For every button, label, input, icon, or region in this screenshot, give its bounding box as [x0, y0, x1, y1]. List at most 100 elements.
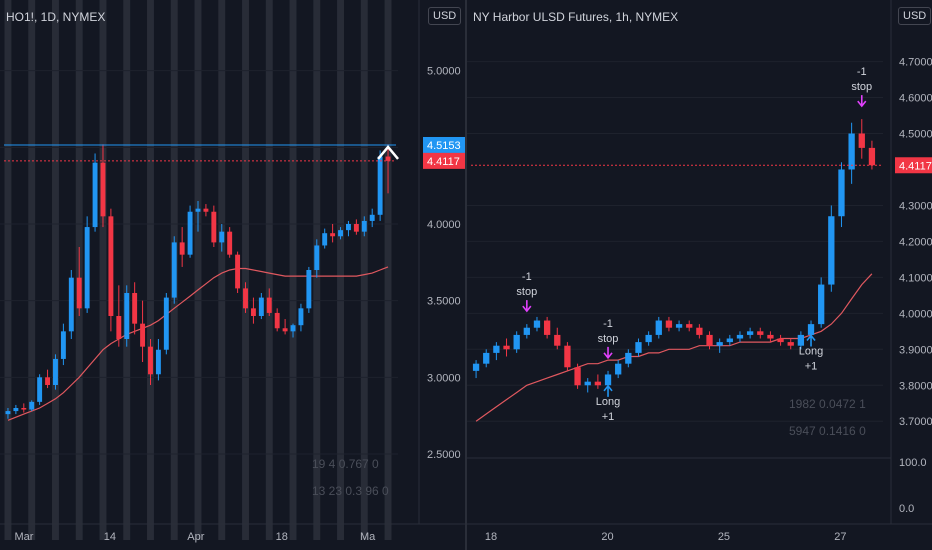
candle-body[interactable] [818, 284, 825, 325]
candle-body[interactable] [757, 331, 764, 335]
candle-body[interactable] [306, 270, 312, 309]
session-band [242, 0, 249, 540]
candle-body[interactable] [625, 352, 632, 364]
candle-body[interactable] [258, 297, 264, 316]
candle-body[interactable] [645, 334, 652, 343]
candle-body[interactable] [503, 345, 510, 350]
candle-body[interactable] [665, 320, 673, 328]
candle-body[interactable] [219, 231, 225, 243]
candle-body[interactable] [604, 374, 612, 386]
candle-body[interactable] [848, 133, 855, 170]
candle-body[interactable] [195, 208, 201, 212]
candle-body[interactable] [92, 162, 98, 228]
candle-body[interactable] [243, 288, 248, 309]
candle-body[interactable] [696, 327, 703, 335]
candle-body[interactable] [716, 342, 723, 346]
price-label-box [423, 152, 465, 169]
candle-body[interactable] [266, 297, 272, 313]
candle-body[interactable] [179, 242, 185, 255]
candle-body[interactable] [68, 277, 74, 332]
candle-body[interactable] [635, 342, 642, 353]
candle-body[interactable] [5, 411, 11, 415]
candle-body[interactable] [615, 363, 622, 375]
candle-body[interactable] [777, 338, 784, 343]
candle-body[interactable] [838, 169, 845, 217]
left-chart-pane[interactable]: 5.00004.50004.00003.50003.00002.50004.51… [0, 0, 465, 550]
candle-body[interactable] [84, 227, 90, 309]
candle-body[interactable] [369, 214, 375, 221]
candle-body[interactable] [377, 156, 383, 215]
candle-body[interactable] [53, 358, 58, 385]
candle-body[interactable] [361, 220, 367, 232]
candle-body[interactable] [513, 334, 520, 350]
candle-body[interactable] [21, 408, 27, 410]
candle-body[interactable] [282, 328, 288, 332]
candle-body[interactable] [187, 211, 193, 255]
candle-body[interactable] [675, 324, 683, 328]
left-chart-canvas[interactable]: 5.00004.50004.00003.50003.00002.50004.51… [0, 0, 465, 550]
candle-body[interactable] [554, 334, 561, 346]
candle-body[interactable] [290, 325, 296, 332]
candle-body[interactable] [60, 331, 66, 359]
long-entry-label: +1 [602, 411, 615, 423]
candle-body[interactable] [385, 156, 391, 161]
candle-body[interactable] [767, 334, 774, 339]
candle-body[interactable] [148, 346, 153, 375]
candle-body[interactable] [227, 231, 233, 255]
candle-body[interactable] [13, 408, 19, 412]
candle-body[interactable] [493, 345, 500, 353]
candle-body[interactable] [584, 381, 591, 386]
candle-body[interactable] [124, 293, 130, 339]
right-currency-button[interactable]: USD [898, 7, 932, 25]
right-chart-pane[interactable]: 4.7000 4.6000 4.5000 4.3000 4.2000 4.1000 4.00… [467, 0, 932, 550]
candle-body[interactable] [594, 381, 602, 386]
candle-body[interactable] [807, 324, 815, 335]
candle-body[interactable] [100, 162, 106, 217]
candle-body[interactable] [736, 334, 744, 339]
candle-body[interactable] [746, 331, 754, 335]
stop-label: stop [851, 81, 872, 93]
candle-body[interactable] [353, 224, 359, 232]
candle-body[interactable] [797, 334, 805, 346]
candle-body[interactable] [330, 233, 336, 237]
candle-body[interactable] [655, 320, 662, 335]
candle-body[interactable] [250, 308, 256, 316]
candle-body[interactable] [274, 312, 280, 329]
candle-body[interactable] [483, 352, 490, 364]
candle-body[interactable] [523, 327, 530, 335]
candle-body[interactable] [543, 320, 551, 335]
left-currency-button[interactable]: USD [428, 7, 462, 25]
candle-body[interactable] [108, 216, 114, 316]
candle-body[interactable] [211, 211, 217, 243]
candle-body[interactable] [298, 308, 304, 326]
candle-body[interactable] [155, 349, 161, 375]
candle-body[interactable] [787, 342, 794, 346]
candle-body[interactable] [140, 323, 146, 347]
candle-body[interactable] [564, 345, 571, 368]
candle-body[interactable] [338, 230, 343, 237]
right-chart-canvas[interactable]: 4.7000 4.6000 4.5000 4.3000 4.2000 4.1000 4.00… [467, 0, 932, 550]
candle-body[interactable] [171, 242, 177, 298]
candle-body[interactable] [314, 245, 320, 270]
candle-body[interactable] [45, 377, 51, 385]
candle-body[interactable] [163, 297, 169, 350]
pane-divider[interactable] [465, 0, 467, 550]
candle-body[interactable] [828, 216, 835, 285]
candle-body[interactable] [29, 401, 35, 410]
candle-body[interactable] [868, 147, 876, 166]
candle-body[interactable] [726, 338, 733, 343]
candle-body[interactable] [322, 233, 328, 246]
candle-body[interactable] [686, 324, 693, 328]
candle-body[interactable] [116, 316, 122, 339]
candle-body[interactable] [235, 254, 241, 289]
candle-body[interactable] [345, 224, 351, 231]
candle-body[interactable] [37, 377, 43, 402]
candle-body[interactable] [533, 320, 541, 328]
candle-body[interactable] [574, 367, 581, 386]
candle-body[interactable] [706, 334, 713, 346]
candle-body[interactable] [203, 208, 209, 212]
candle-body[interactable] [132, 293, 138, 324]
candle-body[interactable] [76, 277, 82, 309]
candle-body[interactable] [858, 133, 865, 148]
candle-body[interactable] [472, 363, 480, 371]
